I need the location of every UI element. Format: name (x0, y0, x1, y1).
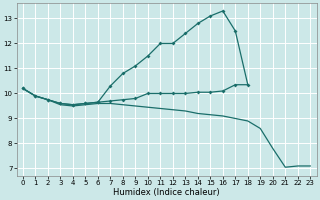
X-axis label: Humidex (Indice chaleur): Humidex (Indice chaleur) (113, 188, 220, 197)
